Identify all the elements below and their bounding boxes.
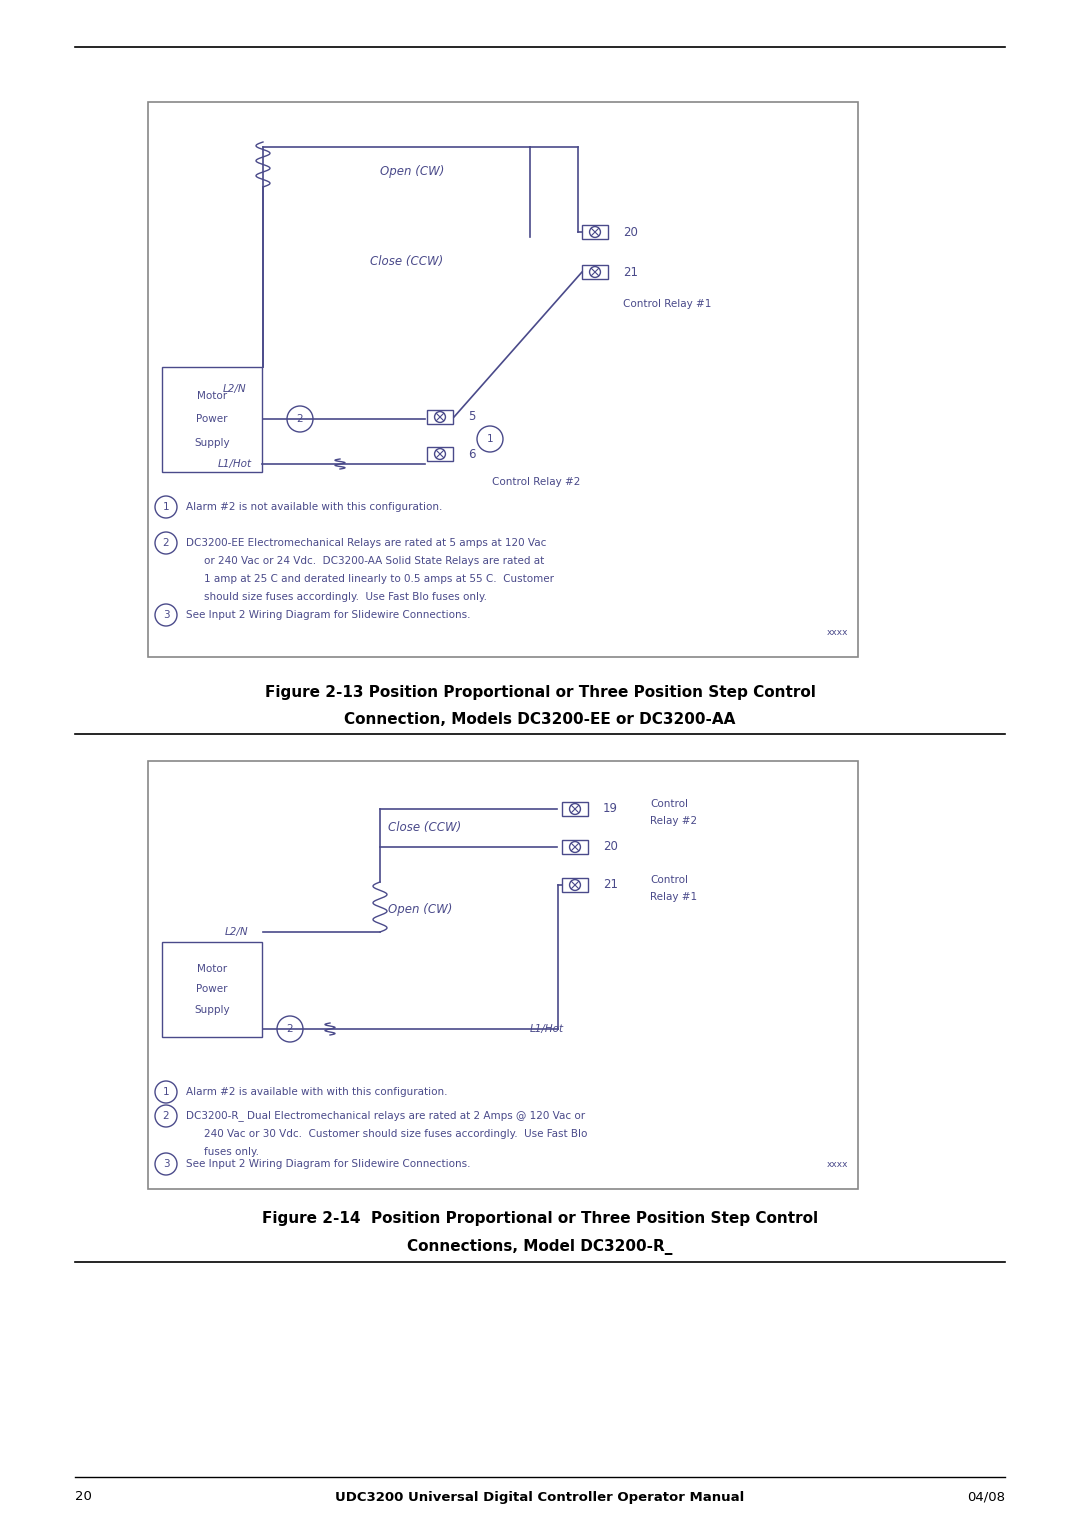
Text: 2: 2 [163, 538, 170, 548]
Text: Relay #1: Relay #1 [650, 892, 697, 902]
Text: 1: 1 [163, 1087, 170, 1096]
Text: xxxx: xxxx [826, 628, 848, 637]
Bar [162, 366, 262, 472]
Text: Figure 2-13 Position Proportional or Three Position Step Control: Figure 2-13 Position Proportional or Thr… [265, 684, 815, 699]
Text: 20: 20 [603, 840, 618, 854]
Circle shape [156, 1153, 177, 1174]
Text: Control: Control [650, 799, 688, 809]
Circle shape [590, 267, 600, 278]
Circle shape [276, 1015, 303, 1041]
Text: DC3200-EE Electromechanical Relays are rated at 5 amps at 120 Vac: DC3200-EE Electromechanical Relays are r… [186, 538, 546, 548]
Circle shape [590, 226, 600, 237]
Text: 1: 1 [163, 502, 170, 512]
Bar [582, 224, 608, 240]
Circle shape [156, 605, 177, 626]
Text: 2: 2 [297, 414, 303, 425]
Text: Motor: Motor [197, 964, 227, 974]
Text: UDC3200 Universal Digital Controller Operator Manual: UDC3200 Universal Digital Controller Ope… [336, 1490, 744, 1504]
Text: L1/Hot: L1/Hot [530, 1025, 564, 1034]
Text: 19: 19 [603, 803, 618, 815]
Circle shape [569, 841, 580, 852]
Text: fuses only.: fuses only. [204, 1147, 259, 1157]
Text: L2/N: L2/N [224, 383, 247, 394]
Text: should size fuses accordingly.  Use Fast Blo fuses only.: should size fuses accordingly. Use Fast … [204, 592, 487, 602]
Text: L2/N: L2/N [226, 927, 248, 938]
Bar [582, 264, 608, 279]
Circle shape [477, 426, 503, 452]
Text: Power: Power [197, 985, 228, 994]
Bar [148, 102, 858, 657]
Text: Close (CCW): Close (CCW) [388, 820, 461, 834]
Text: 3: 3 [163, 609, 170, 620]
Text: Power: Power [197, 414, 228, 425]
Text: 21: 21 [623, 266, 638, 278]
Text: See Input 2 Wiring Diagram for Slidewire Connections.: See Input 2 Wiring Diagram for Slidewire… [186, 1159, 471, 1170]
Text: xxxx: xxxx [826, 1161, 848, 1170]
Text: Figure 2-14  Position Proportional or Three Position Step Control: Figure 2-14 Position Proportional or Thr… [262, 1211, 818, 1226]
Text: 1 amp at 25 C and derated linearly to 0.5 amps at 55 C.  Customer: 1 amp at 25 C and derated linearly to 0.… [204, 574, 554, 583]
Text: See Input 2 Wiring Diagram for Slidewire Connections.: See Input 2 Wiring Diagram for Slidewire… [186, 609, 471, 620]
Circle shape [156, 1106, 177, 1127]
Text: Supply: Supply [194, 438, 230, 447]
Text: Open (CW): Open (CW) [380, 165, 444, 179]
Circle shape [287, 406, 313, 432]
Bar [162, 942, 262, 1037]
Text: Motor: Motor [197, 391, 227, 402]
Text: 2: 2 [286, 1025, 294, 1034]
Circle shape [434, 412, 445, 423]
Text: DC3200-R_ Dual Electromechanical relays are rated at 2 Amps @ 120 Vac or: DC3200-R_ Dual Electromechanical relays … [186, 1110, 585, 1121]
Text: 21: 21 [603, 878, 618, 892]
Circle shape [156, 1081, 177, 1102]
Text: 240 Vac or 30 Vdc.  Customer should size fuses accordingly.  Use Fast Blo: 240 Vac or 30 Vdc. Customer should size … [204, 1128, 588, 1139]
Text: Close (CCW): Close (CCW) [370, 255, 443, 269]
Text: 2: 2 [163, 1112, 170, 1121]
Text: L1/Hot: L1/Hot [218, 460, 252, 469]
Text: Supply: Supply [194, 1005, 230, 1015]
Bar [428, 447, 453, 461]
Text: 6: 6 [468, 447, 475, 461]
Text: Connections, Model DC3200-R_: Connections, Model DC3200-R_ [407, 1238, 673, 1255]
Text: or 240 Vac or 24 Vdc.  DC3200-AA Solid State Relays are rated at: or 240 Vac or 24 Vdc. DC3200-AA Solid St… [204, 556, 544, 567]
Circle shape [569, 880, 580, 890]
Text: Alarm #2 is available with with this configuration.: Alarm #2 is available with with this con… [186, 1087, 447, 1096]
Text: 20: 20 [623, 226, 638, 238]
Bar [563, 802, 588, 817]
Circle shape [156, 496, 177, 518]
Text: 3: 3 [163, 1159, 170, 1170]
Text: Control Relay #1: Control Relay #1 [623, 299, 712, 308]
Text: Alarm #2 is not available with this configuration.: Alarm #2 is not available with this conf… [186, 502, 443, 512]
Bar [563, 840, 588, 854]
Bar [428, 409, 453, 425]
Text: Open (CW): Open (CW) [388, 904, 453, 916]
Circle shape [156, 531, 177, 554]
Circle shape [434, 449, 445, 460]
Bar [563, 878, 588, 892]
Bar [148, 760, 858, 1190]
Text: Control: Control [650, 875, 688, 886]
Text: Control Relay #2: Control Relay #2 [492, 476, 580, 487]
Text: Connection, Models DC3200-EE or DC3200-AA: Connection, Models DC3200-EE or DC3200-A… [345, 713, 735, 727]
Text: 04/08: 04/08 [967, 1490, 1005, 1504]
Circle shape [569, 803, 580, 814]
Text: Relay #2: Relay #2 [650, 815, 697, 826]
Text: 1: 1 [487, 434, 494, 444]
Text: 5: 5 [468, 411, 475, 423]
Text: 20: 20 [75, 1490, 92, 1504]
